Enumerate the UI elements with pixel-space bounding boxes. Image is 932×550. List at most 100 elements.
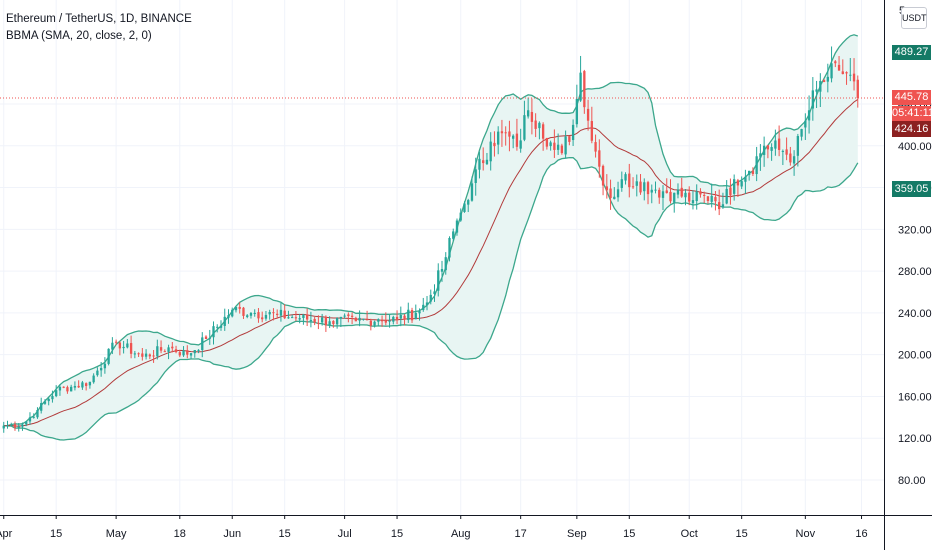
candle-body xyxy=(448,238,451,258)
candle-body xyxy=(354,317,358,322)
candle-body xyxy=(777,138,781,150)
candle-body xyxy=(373,321,376,326)
candle-body xyxy=(152,355,155,357)
candle-body xyxy=(231,309,234,317)
candle-body xyxy=(616,189,620,198)
candle-body xyxy=(744,176,747,182)
upper-band-tag: 489.27 xyxy=(892,44,931,60)
candle-body xyxy=(463,203,466,212)
candle-body xyxy=(586,108,590,121)
x-tick-label: 17 xyxy=(515,528,527,540)
candle-body xyxy=(193,350,196,354)
candle-body xyxy=(845,72,848,74)
candle-body xyxy=(598,150,601,167)
candle-body xyxy=(99,368,103,371)
candle-body xyxy=(703,194,706,196)
candle-body xyxy=(13,424,17,428)
candle-body xyxy=(55,390,58,397)
candle-body xyxy=(17,426,20,428)
candle-body xyxy=(609,188,612,198)
candle-body xyxy=(234,306,238,311)
x-tick-label: 15 xyxy=(279,528,291,540)
candle-body xyxy=(114,341,118,343)
candle-body xyxy=(335,318,339,325)
candle-body xyxy=(380,320,384,322)
candle-body xyxy=(242,307,245,316)
candle-body xyxy=(437,270,440,291)
candle-body xyxy=(88,381,92,386)
candle-body xyxy=(710,195,713,202)
candle-body xyxy=(204,336,208,339)
candle-body xyxy=(294,317,298,319)
candle-body xyxy=(197,349,200,351)
candle-body xyxy=(339,316,343,319)
candle-body xyxy=(733,179,736,194)
candle-body xyxy=(553,142,556,150)
candle-body xyxy=(343,315,346,317)
candle-body xyxy=(433,291,436,295)
candle-body xyxy=(658,189,661,198)
y-tick-label: 240.00 xyxy=(898,308,932,320)
candle-body xyxy=(201,337,204,350)
candle-body xyxy=(807,110,811,121)
candle-body xyxy=(414,312,417,320)
candle-body xyxy=(133,353,137,355)
candle-body xyxy=(770,147,773,151)
y-tick-label: 160.00 xyxy=(898,391,932,403)
indicator-label[interactable]: BBMA (SMA, 20, close, 2, 0) xyxy=(6,30,152,42)
candle-body xyxy=(725,188,728,204)
candle-body xyxy=(122,346,125,349)
candle-body xyxy=(81,382,84,388)
x-tick-label: May xyxy=(106,528,127,540)
candle-body xyxy=(283,310,286,319)
y-tick-label: 280.00 xyxy=(898,266,932,278)
candle-body xyxy=(148,354,151,357)
candle-body xyxy=(478,158,481,170)
candle-body xyxy=(137,353,140,355)
candle-body xyxy=(418,311,421,314)
candle-body xyxy=(51,395,54,400)
candle-body xyxy=(680,187,683,197)
candle-body xyxy=(474,169,477,183)
candle-body xyxy=(512,135,515,139)
candle-body xyxy=(96,370,99,376)
candle-body xyxy=(84,383,88,386)
candle-body xyxy=(156,346,159,357)
x-tick-label: Nov xyxy=(796,528,816,540)
x-tick-label: 15 xyxy=(391,528,403,540)
candle-body xyxy=(601,165,605,186)
currency-button[interactable]: USDT xyxy=(901,7,927,29)
candle-body xyxy=(594,142,597,152)
candle-body xyxy=(639,181,642,193)
candle-body xyxy=(219,325,223,328)
band-fill xyxy=(3,34,858,441)
candle-body xyxy=(470,183,474,201)
candle-body xyxy=(789,153,792,163)
candle-body xyxy=(66,387,69,392)
candle-body xyxy=(837,64,841,71)
candle-body xyxy=(740,181,743,187)
candle-body xyxy=(21,424,24,427)
candle-body xyxy=(665,190,668,194)
candle-body xyxy=(182,350,185,356)
y-tick-label: 320.00 xyxy=(898,224,932,236)
y-tick-label: 120.00 xyxy=(898,433,932,445)
candle-body xyxy=(407,309,410,321)
candle-body xyxy=(654,189,657,191)
candle-body xyxy=(699,191,702,195)
candle-body xyxy=(759,153,762,158)
candle-body xyxy=(186,350,189,355)
candle-body xyxy=(43,401,47,404)
candle-body xyxy=(40,403,43,411)
candle-body xyxy=(822,80,826,83)
candle-body xyxy=(620,179,623,188)
candle-body xyxy=(497,131,500,145)
candle-body xyxy=(549,142,552,147)
candle-body xyxy=(347,314,350,317)
candle-body xyxy=(246,315,249,317)
candle-body xyxy=(350,315,354,317)
candle-body xyxy=(324,316,328,326)
x-tick-label: Apr xyxy=(0,528,13,540)
candle-body xyxy=(541,124,545,139)
